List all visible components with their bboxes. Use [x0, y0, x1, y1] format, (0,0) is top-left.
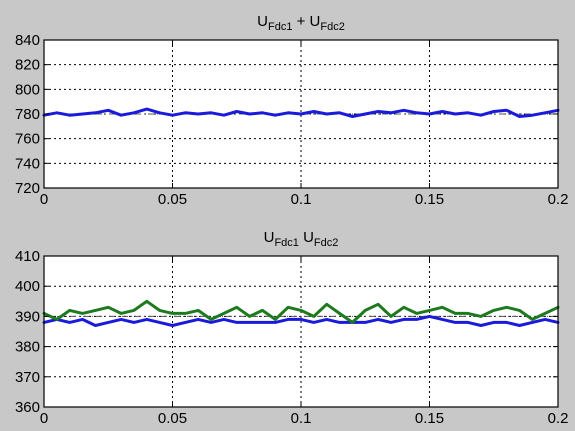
x-tick-label: 0 [40, 410, 48, 427]
y-tick-label: 740 [15, 155, 40, 172]
x-tick-label: 0.1 [291, 410, 312, 427]
y-tick-label: 370 [15, 369, 40, 386]
series-line-0 [42, 314, 560, 327]
chart-title: UFdc1 + UFdc2 [257, 13, 345, 33]
title-text-part: + U [292, 13, 320, 30]
x-tick-label: 0 [40, 191, 48, 208]
title-text-part: U [299, 229, 314, 246]
y-tick-label: 760 [15, 131, 40, 148]
y-tick-label: 840 [15, 32, 40, 49]
x-tick-label: 0.15 [415, 410, 444, 427]
y-tick-label: 800 [15, 81, 40, 98]
title-text-part: U [257, 13, 268, 30]
bottom-plot-panel: 0 0.05 0.1 0.15 0.2 360 370 380 390 400 410 UFdc1 U… [15, 229, 568, 427]
y-tick-label: 820 [15, 57, 40, 74]
x-tick-label: 0.2 [548, 410, 569, 427]
chart-title: UFdc1 UFdc2 [264, 229, 339, 249]
x-tick-label: 0.2 [548, 191, 569, 208]
title-subscript: Fdc1 [268, 21, 292, 33]
y-tick-label: 360 [15, 399, 40, 416]
y-tick-label: 780 [15, 106, 40, 123]
title-text-part: U [264, 229, 275, 246]
y-tick-label: 400 [15, 278, 40, 295]
y-tick-label: 380 [15, 339, 40, 356]
y-tick-label: 720 [15, 180, 40, 197]
series-line-0 [42, 107, 560, 118]
x-tick-label: 0.05 [158, 191, 187, 208]
y-tick-label: 410 [15, 248, 40, 265]
series-line-1 [42, 299, 560, 324]
x-tick-label: 0.05 [158, 410, 187, 427]
y-tick-label: 390 [15, 308, 40, 325]
x-tick-label: 0.15 [415, 191, 444, 208]
title-subscript: Fdc2 [320, 21, 344, 33]
title-subscript: Fdc2 [314, 237, 338, 249]
title-subscript: Fdc1 [274, 237, 298, 249]
x-tick-label: 0.1 [291, 191, 312, 208]
top-plot-panel: 0 0.05 0.1 0.15 0.2720740760780800820840UFdc… [15, 13, 568, 208]
